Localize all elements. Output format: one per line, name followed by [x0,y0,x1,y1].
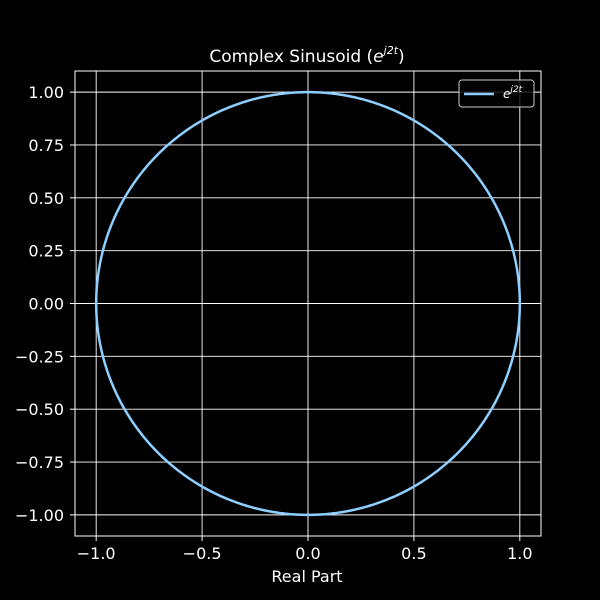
y-tick-label: 0.50 [28,189,64,208]
x-tick-label: 0.5 [401,544,426,563]
x-tick-layer: −1.0 −0.5 0.0 0.5 1.0 [77,536,533,563]
legend-box [458,79,535,108]
y-tick-layer: 1.00 0.75 0.50 0.25 0.00 −0.25 −0.50 −0.75 −1.00 [15,83,75,525]
y-tick-label: −0.25 [15,347,64,366]
series-layer [94,90,522,517]
y-tick-label: 0.00 [28,295,64,314]
y-tick-label: −1.00 [15,506,64,525]
zero-lines-layer [75,71,541,536]
y-tick-label: −0.75 [15,453,64,472]
x-tick-label: −1.0 [77,544,116,563]
legend-label: ej2t [503,85,523,101]
y-tick-label: 0.25 [28,242,64,261]
x-tick-label: 1.0 [507,544,532,563]
y-tick-label: 1.00 [28,83,64,102]
chart-title: Complex Sinusoid (ej2t) [209,44,404,67]
y-tick-label: 0.75 [28,136,64,155]
x-tick-label: −0.5 [183,544,222,563]
legend: ej2t [458,79,535,108]
x-axis-label: Real Part [271,567,342,586]
series-line-ej2t [94,90,522,517]
y-tick-label: −0.50 [15,400,64,419]
x-tick-label: 0.0 [295,544,320,563]
